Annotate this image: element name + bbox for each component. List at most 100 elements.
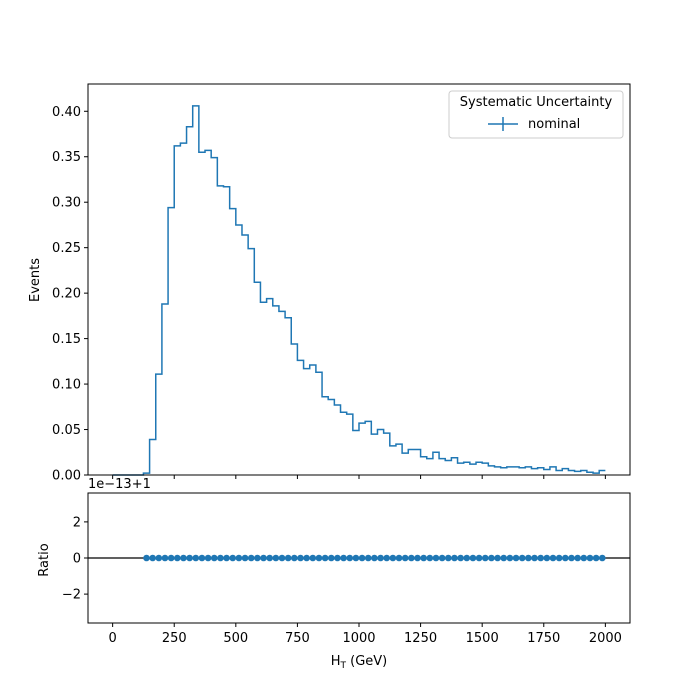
ratio-point-55 bbox=[481, 554, 489, 562]
main-plot-frame bbox=[87, 83, 631, 476]
ratio-point-8 bbox=[192, 554, 200, 562]
legend-entry-label: nominal bbox=[528, 117, 580, 132]
ratio-x-ticks: 0 250 500 750 1000 1250 1500 1750 2000 bbox=[108, 623, 622, 646]
ratio-point-38 bbox=[377, 554, 384, 562]
ratio-point-22 bbox=[278, 554, 286, 562]
main-y-tick-label-0: 0.00 bbox=[52, 469, 81, 484]
ratio-point-1 bbox=[149, 554, 156, 562]
ratio-point-40 bbox=[389, 554, 397, 562]
ratio-point-48 bbox=[438, 554, 446, 562]
ratio-point-19 bbox=[260, 554, 267, 562]
ratio-x-tick-label-1250: 1250 bbox=[404, 631, 437, 646]
ratio-point-29 bbox=[321, 554, 329, 562]
ratio-y-tick-label-2: 2 bbox=[73, 515, 81, 530]
ratio-point-74 bbox=[598, 554, 606, 562]
ratio-panel: 0 250 500 750 1000 1250 1500 1750 2000 −2 0 2 1e−1… bbox=[37, 477, 631, 671]
ratio-point-72 bbox=[586, 554, 594, 562]
ratio-point-70 bbox=[574, 554, 581, 562]
main-y-tick-label-8: 0.40 bbox=[52, 105, 81, 120]
ratio-y-tick-label-1: 0 bbox=[73, 552, 81, 567]
ratio-point-0 bbox=[143, 554, 150, 562]
ratio-point-36 bbox=[364, 554, 372, 562]
ratio-point-59 bbox=[506, 554, 514, 562]
x-axis-label: HT (GeV) bbox=[331, 654, 388, 671]
ratio-point-9 bbox=[198, 554, 206, 562]
ratio-point-2 bbox=[155, 554, 163, 562]
main-y-tick-label-1: 0.05 bbox=[52, 423, 81, 438]
ratio-x-tick-label-2000: 2000 bbox=[589, 631, 622, 646]
ratio-x-tick-label-250: 250 bbox=[162, 631, 187, 646]
ratio-point-60 bbox=[512, 554, 520, 562]
ratio-point-68 bbox=[562, 554, 569, 562]
ratio-point-34 bbox=[352, 554, 360, 562]
ratio-point-31 bbox=[334, 554, 341, 562]
ratio-point-33 bbox=[346, 554, 354, 562]
ratio-point-11 bbox=[210, 554, 218, 562]
ratio-y-axis-label: Ratio bbox=[37, 543, 52, 576]
ratio-point-27 bbox=[309, 554, 317, 562]
ratio-point-65 bbox=[543, 554, 551, 562]
ratio-point-30 bbox=[327, 554, 335, 562]
ratio-x-tick-label-1750: 1750 bbox=[527, 631, 560, 646]
histogram-step-line bbox=[112, 105, 606, 476]
main-y-tick-label-4: 0.20 bbox=[52, 287, 81, 302]
ratio-point-25 bbox=[297, 554, 304, 562]
ratio-point-32 bbox=[340, 554, 347, 562]
ratio-point-24 bbox=[291, 554, 298, 562]
ratio-point-10 bbox=[204, 554, 212, 562]
ratio-y-tick-label-0: −2 bbox=[62, 588, 81, 603]
ratio-point-46 bbox=[426, 554, 434, 562]
main-y-ticks: 0.00 0.05 0.10 0.15 0.20 0.25 0.30 0.35 0.40 bbox=[52, 105, 88, 484]
ratio-point-56 bbox=[488, 554, 495, 562]
main-y-axis-label: Events bbox=[28, 258, 43, 302]
ratio-point-49 bbox=[445, 554, 452, 562]
ratio-point-73 bbox=[592, 554, 600, 562]
ratio-point-20 bbox=[266, 554, 273, 562]
ratio-offset-label: 1e−13+1 bbox=[88, 477, 151, 492]
ratio-point-42 bbox=[401, 554, 409, 562]
legend-box bbox=[448, 90, 624, 139]
ratio-point-17 bbox=[247, 554, 255, 562]
ratio-point-57 bbox=[494, 554, 501, 562]
ratio-point-50 bbox=[451, 554, 458, 562]
ratio-point-3 bbox=[161, 554, 169, 562]
ratio-point-69 bbox=[568, 554, 575, 562]
x-axis-label-main: H bbox=[331, 654, 341, 669]
ratio-point-26 bbox=[303, 554, 310, 562]
ratio-point-44 bbox=[414, 554, 421, 562]
ratio-point-52 bbox=[463, 554, 471, 562]
ratio-point-13 bbox=[223, 554, 230, 562]
ratio-point-39 bbox=[383, 554, 391, 562]
ratio-x-tick-label-500: 500 bbox=[223, 631, 248, 646]
ratio-point-5 bbox=[174, 554, 181, 562]
ratio-point-64 bbox=[537, 554, 544, 562]
main-y-tick-label-6: 0.30 bbox=[52, 196, 81, 211]
ratio-point-12 bbox=[217, 554, 224, 562]
ratio-point-66 bbox=[549, 554, 557, 562]
ratio-point-28 bbox=[315, 554, 323, 562]
ratio-x-tick-label-1000: 1000 bbox=[342, 631, 375, 646]
ratio-point-15 bbox=[235, 554, 243, 562]
ratio-point-16 bbox=[241, 554, 249, 562]
ratio-point-47 bbox=[432, 554, 440, 562]
ratio-point-67 bbox=[555, 554, 563, 562]
ratio-point-58 bbox=[500, 554, 508, 562]
main-plot-area bbox=[88, 84, 630, 475]
x-axis-label-unit: (GeV) bbox=[346, 654, 387, 669]
main-y-tick-label-7: 0.35 bbox=[52, 150, 81, 165]
main-y-tick-label-3: 0.15 bbox=[52, 332, 81, 347]
main-y-tick-label-5: 0.25 bbox=[52, 241, 81, 256]
legend-title: Systematic Uncertainty bbox=[460, 95, 613, 110]
ratio-x-tick-label-0: 0 bbox=[108, 631, 116, 646]
ratio-point-61 bbox=[518, 554, 526, 562]
ratio-point-62 bbox=[525, 554, 532, 562]
ratio-point-23 bbox=[284, 554, 292, 562]
ratio-x-tick-label-750: 750 bbox=[285, 631, 310, 646]
ratio-points bbox=[143, 554, 606, 562]
ratio-point-51 bbox=[457, 554, 464, 562]
ratio-plot-frame bbox=[87, 492, 631, 624]
ratio-point-71 bbox=[580, 554, 588, 562]
ratio-point-41 bbox=[395, 554, 403, 562]
ratio-point-45 bbox=[420, 554, 427, 562]
